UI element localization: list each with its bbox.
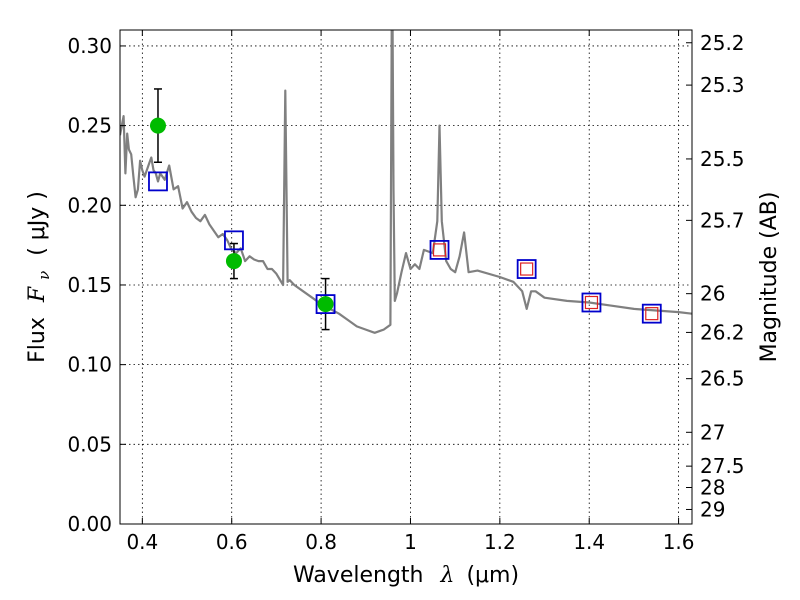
model-point-square [315,294,336,314]
magnitude-tick-label: 26.5 [700,367,745,391]
y-tick-label: 0.10 [67,353,112,377]
magnitude-axis-label: Magnitude (AB) [757,192,782,363]
y-axis-label-subscript: ν [35,271,53,280]
photometry-point [225,253,242,270]
model-point-small-square [432,243,447,257]
plot-frame [119,29,693,525]
y-tick-label: 0.15 [67,273,112,297]
magnitude-tick-label: 28 [700,475,725,499]
model-point-square [429,240,450,260]
y-axis-label-symbol: F [25,286,50,303]
model-point-square [148,171,168,192]
magnitude-tick-label: 29 [700,497,725,521]
photometry-point [149,117,166,134]
x-tick-label: 0.8 [305,530,337,554]
model-point-square [581,292,602,313]
model-point-square [641,303,662,324]
x-axis-label: Wavelength λ (μm) [293,563,519,588]
x-tick-label: 1 [404,530,417,554]
x-axis-label-unit: (μm) [466,563,519,588]
magnitude-tick-label: 25.7 [700,208,745,232]
model-point-square [516,259,537,279]
model-point-square [224,230,244,251]
y-axis-label-main: Flux [25,317,50,363]
y-axis-label-unit: ( μJy ) [25,191,50,256]
y-axis-ticks: 0.00 0.05 0.10 0.15 0.20 0.25 0.30 [67,34,126,536]
x-tick-label: 1.4 [573,530,605,554]
magnitude-tick-label: 25.2 [700,31,745,55]
y-tick-label: 0.25 [67,114,112,138]
y-tick-label: 0.05 [67,432,112,456]
y-tick-label: 0.00 [67,512,112,536]
magnitude-tick-label: 26.2 [700,320,745,344]
plot-area [120,30,692,334]
x-tick-label: 0.4 [126,530,158,554]
photometry-point [317,296,334,313]
y-tick-label: 0.20 [67,193,112,217]
y-axis-label: Flux F ν ( μJy ) [25,191,55,363]
magnitude-tick-label: 25.3 [700,73,745,97]
x-tick-label: 1.2 [484,530,516,554]
x-tick-label: 0.6 [216,530,248,554]
model-point-small-square [645,307,659,321]
spectrum-line [120,30,692,334]
model-point-small-square [584,295,599,310]
y-tick-label: 0.30 [67,34,112,58]
magnitude-tick-label: 27.5 [700,454,745,478]
x-tick-label: 1.6 [663,530,695,554]
magnitude-tick-label: 27 [700,420,725,444]
magnitude-tick-label: 25.5 [700,147,745,171]
x-axis-label-symbol: λ [439,563,454,588]
x-axis-ticks: 0.4 0.6 0.8 1 1.2 1.4 1.6 [126,30,695,554]
model-point-small-square [520,262,534,276]
x-axis-label-main: Wavelength [293,563,424,588]
magnitude-tick-label: 26 [700,282,725,306]
